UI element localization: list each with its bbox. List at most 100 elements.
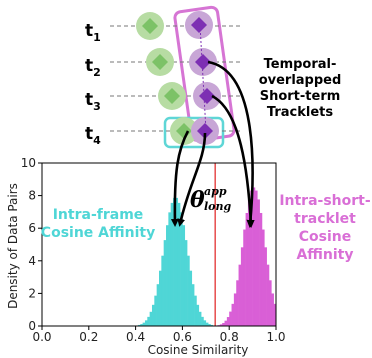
intra-short-label-line-2: tracklet — [294, 211, 356, 227]
intra-frame-label-line-2: Cosine Affinity — [41, 225, 155, 241]
side-title-line-4: Tracklets — [267, 105, 333, 120]
histogram-bar — [177, 202, 181, 326]
x-tick-label: 0.6 — [173, 330, 192, 344]
row-label-t4: t4 — [85, 124, 101, 147]
histogram-bar — [210, 324, 214, 326]
histogram-bar — [236, 280, 239, 326]
arrow-intra-frame-1 — [170, 130, 190, 227]
histogram-bar — [144, 320, 148, 326]
y-tick-label: 0 — [28, 319, 36, 333]
arrows — [170, 60, 255, 228]
cosine-histogram: 0.0 0.2 0.4 0.6 0.8 1.0 0 2 4 6 8 10 Cosine Simila… — [6, 156, 371, 357]
side-title-line-2: overlapped — [259, 73, 342, 88]
green-detection-diamond — [164, 88, 180, 104]
histogram-bar — [163, 240, 167, 326]
tracklet-link-line — [199, 24, 207, 132]
y-tick-label: 4 — [28, 254, 36, 268]
histogram-bar — [219, 324, 223, 326]
histogram-bar — [182, 225, 186, 326]
histogram-bar — [187, 255, 190, 326]
histogram-bar — [203, 320, 207, 326]
y-tick-label: 10 — [21, 156, 36, 170]
purple-detection-diamond — [197, 123, 213, 139]
histogram-bar — [159, 270, 162, 326]
histogram-bar — [271, 293, 274, 326]
intra-frame-box — [163, 116, 225, 149]
purple-detection-diamond — [199, 88, 215, 104]
x-tick-label: 1.0 — [266, 330, 285, 344]
histogram-bar — [224, 320, 228, 326]
x-tick-label: 0.8 — [220, 330, 239, 344]
histogram-bar — [243, 229, 246, 326]
histogram-bar — [168, 212, 171, 326]
histogram-bar — [259, 212, 263, 326]
threshold-symbol: θ — [190, 187, 205, 213]
x-tick-label: 0.2 — [79, 330, 98, 344]
histogram-bar — [196, 304, 200, 326]
histogram-bar — [231, 303, 235, 326]
histogram-bar — [161, 255, 164, 326]
histogram-bar — [254, 190, 258, 326]
green-detection-diamond — [176, 123, 192, 139]
y-axis-ticks: 0 2 4 6 8 10 — [21, 156, 42, 333]
intra-short-label-line-1: Intra-short- — [279, 193, 371, 209]
histogram-bar — [184, 240, 188, 326]
y-tick-label: 2 — [28, 286, 36, 300]
histogram-bar — [170, 202, 174, 326]
histogram-bar — [226, 317, 230, 326]
histogram-bar — [273, 303, 277, 326]
intra-short-tracklet-histogram — [217, 187, 277, 326]
histogram-bar — [154, 295, 157, 326]
histogram-bar — [245, 212, 249, 326]
x-axis-ticks: 0.0 0.2 0.4 0.6 0.8 1.0 — [32, 326, 286, 344]
histogram-bar — [233, 293, 237, 326]
histogram-bar — [149, 311, 153, 326]
histogram-bar — [140, 324, 143, 326]
side-title-line-1: Temporal- — [264, 57, 337, 72]
y-tick-label: 6 — [28, 221, 36, 235]
purple-detection-diamond — [191, 17, 207, 33]
histogram-bar — [191, 284, 195, 326]
row-label-t3: t3 — [85, 90, 101, 113]
x-axis-label: Cosine Similarity — [148, 343, 249, 357]
row-label-t1: t1 — [85, 21, 101, 44]
histogram-bar — [166, 225, 169, 326]
histogram-bar — [180, 212, 183, 326]
histogram-bar — [247, 199, 251, 326]
histogram-bar — [205, 322, 209, 326]
histogram-bar — [250, 190, 253, 326]
histogram-bar — [264, 247, 267, 326]
row-label-t2: t2 — [85, 56, 101, 79]
threshold-subscript: long — [204, 200, 232, 213]
x-tick-label: 0.4 — [126, 330, 145, 344]
tracklet-diagram: t1 t2 t3 t4 Temporal- overlapped Short-t… — [85, 5, 342, 149]
histogram-bar — [198, 311, 202, 326]
histogram-bar — [173, 197, 176, 326]
y-axis-label: Density of Data Pairs — [6, 183, 20, 309]
x-tick-label: 0.0 — [32, 330, 51, 344]
histogram-bar — [261, 229, 265, 326]
intra-short-label-line-3: Cosine — [299, 229, 352, 245]
histogram-bar — [175, 197, 179, 326]
histogram-bar — [222, 322, 225, 326]
threshold-superscript: app — [204, 185, 227, 198]
histogram-bar — [142, 322, 146, 326]
histogram-bar — [189, 270, 193, 326]
histogram-bar — [147, 316, 150, 326]
green-detection-diamond — [152, 54, 168, 70]
purple-detection-diamond — [195, 54, 211, 70]
histogram-bar — [156, 284, 160, 326]
histogram-bar — [238, 264, 242, 326]
arrow-intra-tracklet-2 — [211, 94, 255, 228]
histogram-bar — [137, 324, 141, 326]
plot-frame — [41, 162, 277, 327]
histogram-bar — [229, 311, 232, 326]
histogram-bar — [266, 264, 270, 326]
y-tick-label: 8 — [28, 189, 36, 203]
histogram-bar — [208, 324, 211, 326]
histogram-bar — [151, 304, 155, 326]
histogram-bar — [201, 316, 204, 326]
arrow-intra-tracklet-1 — [207, 60, 255, 228]
histogram-bar — [268, 280, 272, 326]
